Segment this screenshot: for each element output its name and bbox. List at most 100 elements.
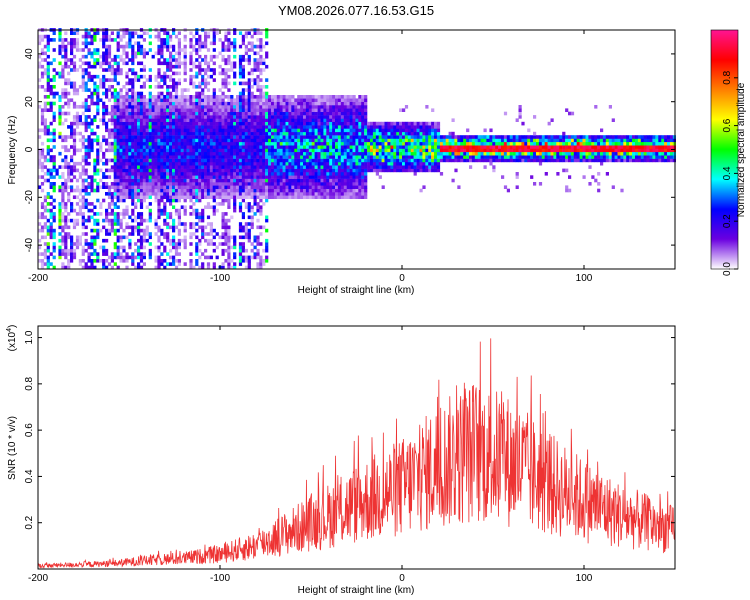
heatmap-cell bbox=[204, 41, 208, 46]
heatmap-cell bbox=[337, 121, 342, 126]
heatmap-cell bbox=[364, 155, 368, 159]
heatmap-cell bbox=[262, 185, 266, 189]
heatmap-cell bbox=[335, 155, 339, 159]
heatmap-cell bbox=[90, 185, 94, 189]
heatmap-cell bbox=[160, 111, 164, 116]
heatmap-cell bbox=[233, 141, 237, 146]
heatmap-cell bbox=[256, 161, 260, 166]
heatmap-cell bbox=[247, 98, 251, 102]
heatmap-cell bbox=[139, 91, 144, 96]
heatmap-cell bbox=[268, 182, 272, 186]
heatmap-cell bbox=[346, 172, 350, 176]
heatmap-cell bbox=[183, 64, 187, 69]
heatmap-cell bbox=[134, 95, 138, 99]
heatmap-cell bbox=[326, 108, 330, 112]
heatmap-cell bbox=[349, 95, 353, 99]
heatmap-cell bbox=[195, 228, 199, 233]
heatmap-cell bbox=[139, 228, 144, 233]
heatmap-cell bbox=[238, 135, 243, 139]
heatmap-cell bbox=[244, 121, 248, 126]
heatmap-cell bbox=[209, 125, 213, 129]
heatmap-cell bbox=[375, 165, 379, 169]
heatmap-cell bbox=[291, 138, 295, 143]
heatmap-cell bbox=[305, 192, 310, 196]
heatmap-cell bbox=[390, 161, 394, 166]
heatmap-cell bbox=[212, 138, 216, 143]
heatmap-cell bbox=[268, 165, 272, 169]
heatmap-cell bbox=[262, 145, 266, 149]
heatmap-cell bbox=[335, 148, 339, 153]
heatmap-cell bbox=[218, 118, 222, 122]
heatmap-cell bbox=[131, 85, 135, 89]
heatmap-cell bbox=[169, 242, 173, 246]
heatmap-cell bbox=[43, 178, 47, 183]
heatmap-cell bbox=[253, 128, 257, 133]
heatmap-cell bbox=[250, 115, 254, 119]
heatmap-cell bbox=[198, 111, 202, 116]
heatmap-cell bbox=[209, 155, 213, 159]
heatmap-cell bbox=[273, 98, 278, 102]
heatmap-cell bbox=[303, 98, 307, 102]
heatmap-cell bbox=[75, 242, 80, 246]
heatmap-cell bbox=[244, 155, 248, 159]
heatmap-cell bbox=[177, 238, 181, 243]
heatmap-cell bbox=[110, 71, 114, 76]
heatmap-cell bbox=[125, 155, 129, 159]
heatmap-cell bbox=[52, 205, 56, 209]
heatmap-cell bbox=[326, 105, 330, 109]
heatmap-cell bbox=[96, 85, 100, 89]
heatmap-cell bbox=[99, 168, 103, 173]
heatmap-cell bbox=[172, 64, 176, 69]
heatmap-cell bbox=[247, 81, 251, 86]
heatmap-cell bbox=[317, 108, 321, 112]
heatmap-cell bbox=[329, 101, 333, 106]
heatmap-cell bbox=[70, 218, 74, 223]
heatmap-cell bbox=[96, 148, 100, 153]
heatmap-cell bbox=[407, 155, 411, 159]
heatmap-cell bbox=[145, 205, 149, 209]
heatmap-cell bbox=[174, 135, 179, 139]
heatmap-cell bbox=[113, 205, 117, 209]
heatmap-cell bbox=[122, 58, 126, 62]
heatmap-cell bbox=[206, 64, 211, 69]
heatmap-cell bbox=[276, 121, 280, 126]
heatmap-cell bbox=[67, 178, 71, 183]
heatmap-cell bbox=[206, 265, 211, 270]
heatmap-cell bbox=[311, 105, 315, 109]
heatmap-cell bbox=[209, 205, 213, 209]
heatmap-cell bbox=[227, 185, 231, 189]
heatmap-cell bbox=[227, 54, 231, 59]
heatmap-cell bbox=[163, 71, 167, 76]
heatmap-cell bbox=[128, 101, 132, 106]
heatmap-cell bbox=[279, 131, 283, 136]
heatmap-cell bbox=[367, 125, 371, 129]
heatmap-cell bbox=[154, 188, 158, 193]
heatmap-cell bbox=[247, 222, 251, 226]
heatmap-cell bbox=[305, 98, 310, 102]
heatmap-cell bbox=[72, 145, 77, 149]
heatmap-cell bbox=[49, 148, 53, 153]
heatmap-cell bbox=[131, 202, 135, 206]
heatmap-cell bbox=[343, 168, 347, 173]
heatmap-cell bbox=[163, 115, 167, 119]
heatmap-cell bbox=[116, 195, 120, 199]
heatmap-cell bbox=[215, 141, 219, 146]
heatmap-cell bbox=[227, 155, 231, 159]
heatmap-cell bbox=[192, 74, 196, 79]
heatmap-cell bbox=[180, 111, 184, 116]
heatmap-cell bbox=[206, 118, 211, 122]
heatmap-cell bbox=[332, 182, 336, 186]
heatmap-cell bbox=[230, 265, 234, 270]
heatmap-cell bbox=[300, 118, 304, 122]
heatmap-cell bbox=[157, 115, 161, 119]
heatmap-cell bbox=[157, 192, 161, 196]
heatmap-cell bbox=[206, 232, 211, 236]
heatmap-cell bbox=[131, 44, 135, 49]
heatmap-cell bbox=[139, 131, 144, 136]
heatmap-cell bbox=[241, 68, 245, 72]
heatmap-cell bbox=[40, 108, 45, 112]
heatmap-cell bbox=[256, 182, 260, 186]
heatmap-cell bbox=[265, 259, 269, 263]
heatmap-cell bbox=[125, 44, 129, 49]
heatmap-cell bbox=[244, 255, 248, 260]
